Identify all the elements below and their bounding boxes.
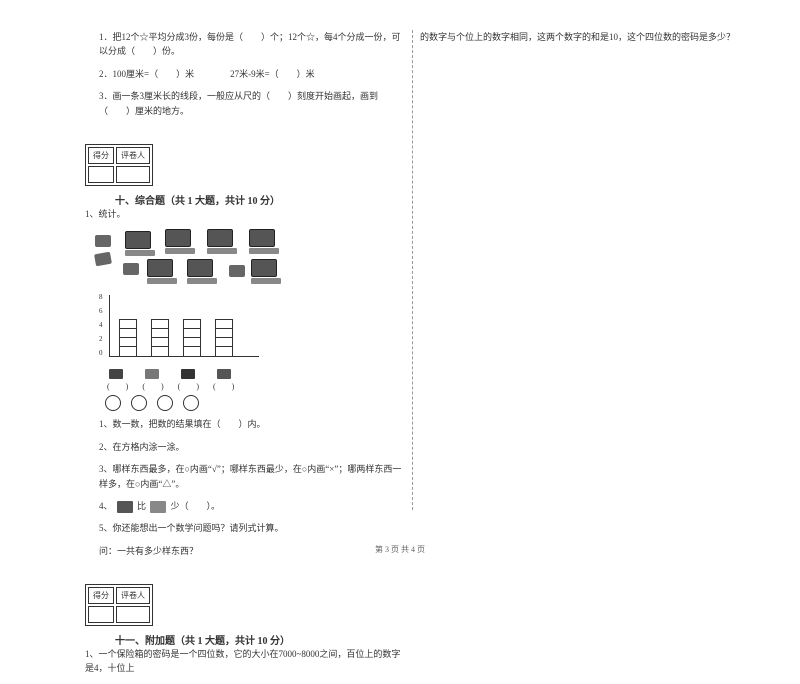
bar-2 [151, 319, 169, 357]
stat-title: 1、统计。 [85, 207, 405, 221]
score-label: 得分 [88, 147, 114, 164]
question-2: 2．100厘米=（ ）米 27米-9米=（ ）米 [85, 67, 405, 81]
left-column: 1．把12个☆平均分成3份，每份是（ ）个；12个☆，每4个分成一份，可以分成（… [85, 30, 405, 684]
notebook-icon [94, 252, 112, 267]
computer-icon [125, 231, 157, 259]
y-tick: 2 [99, 335, 103, 343]
answer-circle [131, 395, 147, 411]
computer-icon [251, 259, 283, 287]
y-tick: 0 [99, 349, 103, 357]
y-tick: 4 [99, 321, 103, 329]
calc-icon [95, 235, 111, 247]
y-tick: 6 [99, 307, 103, 315]
sub-q3: 3、哪样东西最多，在○内画“√”；哪样东西最少，在○内画“×”；哪两样东西一样多… [85, 462, 405, 491]
notebook-icon [123, 263, 139, 275]
question-1: 1．把12个☆平均分成3份，每份是（ ）个；12个☆，每4个分成一份，可以分成（… [85, 30, 405, 59]
score-cell [88, 166, 114, 183]
sub-q5: 5、你还能想出一个数学问题吗？请列式计算。 [85, 521, 405, 535]
grader-label: 评卷人 [116, 587, 150, 604]
score-label: 得分 [88, 587, 114, 604]
sub-q4: 4、 比 少（ ）。 [85, 499, 405, 513]
legend-icon [143, 369, 161, 381]
legend-icon [215, 369, 233, 381]
legend-row [107, 369, 405, 381]
paren: ( ) [213, 381, 234, 392]
column-divider [412, 30, 413, 510]
computer-icon [165, 229, 197, 257]
sub4-prefix: 4、 [99, 501, 113, 511]
grader-label: 评卷人 [116, 147, 150, 164]
calc-icon [117, 501, 133, 513]
notebook-icon [150, 501, 166, 513]
score-box-1: 得分 评卷人 [85, 144, 153, 186]
grader-cell [116, 606, 150, 623]
computer-icon [249, 229, 281, 257]
section-10-title: 十、综合题（共 1 大题，共计 10 分） [115, 192, 405, 207]
right-column: 的数字与个位上的数字相同，这两个数字的和是10，这个四位数的密码是多少？ [420, 30, 740, 52]
paren-row: ( ) ( ) ( ) ( ) [107, 381, 405, 392]
legend-icon [179, 369, 197, 381]
calc-icon [229, 265, 245, 277]
computers-illustration [95, 229, 295, 289]
section-11-title: 十一、附加题（共 1 大题，共计 10 分） [115, 632, 405, 647]
extra-q1: 1、一个保险箱的密码是一个四位数，它的大小在7000~8000之间，百位上的数字… [85, 647, 405, 676]
question-3: 3．画一条3厘米长的线段，一般应从尺的（ ）刻度开始画起，画到（ ）厘米的地方。 [85, 89, 405, 118]
answer-circle [105, 395, 121, 411]
computer-icon [207, 229, 239, 257]
circle-row [105, 395, 405, 411]
grader-cell [116, 166, 150, 183]
sub-q2: 2、在方格内涂一涂。 [85, 440, 405, 454]
sub4-suffix: 少（ ）。 [171, 501, 221, 511]
score-box-2: 得分 评卷人 [85, 584, 153, 626]
answer-circle [183, 395, 199, 411]
paren: ( ) [142, 381, 163, 392]
y-axis [109, 295, 110, 357]
page-footer: 第 3 页 共 4 页 [0, 544, 800, 555]
y-tick: 8 [99, 293, 103, 301]
extra-q1-cont: 的数字与个位上的数字相同，这两个数字的和是10，这个四位数的密码是多少？ [420, 30, 740, 44]
page: 1．把12个☆平均分成3份，每份是（ ）个；12个☆，每4个分成一份，可以分成（… [0, 0, 800, 565]
bar-1 [119, 319, 137, 357]
bar-chart: 8 6 4 2 0 [99, 295, 259, 365]
answer-circle [157, 395, 173, 411]
paren: ( ) [107, 381, 128, 392]
sub4-mid: 比 [137, 501, 146, 511]
paren: ( ) [178, 381, 199, 392]
computer-icon [147, 259, 179, 287]
bar-4 [215, 319, 233, 357]
sub-q1: 1、数一数，把数的结果填在（ ）内。 [85, 417, 405, 431]
score-cell [88, 606, 114, 623]
computer-icon [187, 259, 219, 287]
legend-icon [107, 369, 125, 381]
bar-3 [183, 319, 201, 357]
